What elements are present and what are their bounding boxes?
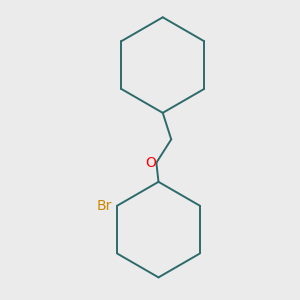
Text: O: O [146, 156, 157, 170]
Text: Br: Br [96, 199, 112, 213]
